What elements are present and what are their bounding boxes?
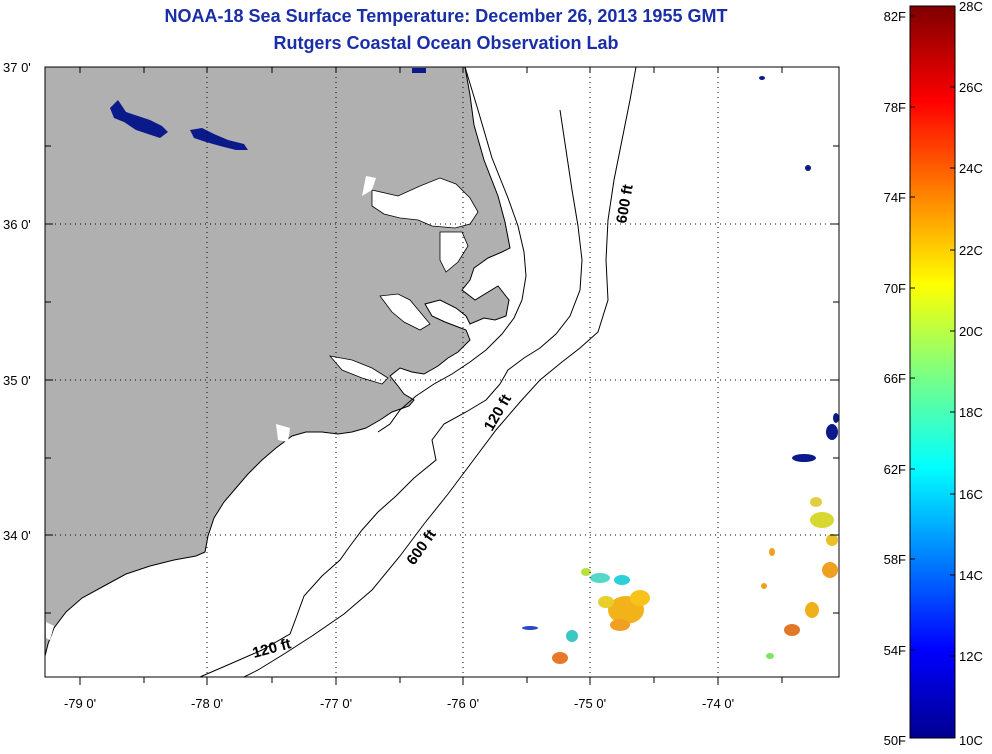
colorbar-c-label: 18C [959,405,983,420]
sst-patches [522,76,839,664]
contour-label: 600 ft [613,183,637,225]
lon-label: -76 0' [447,696,479,711]
colorbar-c-label: 10C [959,733,983,748]
lat-label: 34 0' [3,528,31,543]
colorbar-ticks [910,5,955,657]
lat-label: 35 0' [3,373,31,388]
colorbar-f-label: 50F [884,733,906,748]
colorbar-c-label: 26C [959,80,983,95]
colorbar-c-label: 20C [959,324,983,339]
outer-banks [377,67,527,433]
colorbar-f-label: 54F [884,643,906,658]
colorbar-f-label: 74F [884,190,906,205]
axis-ticks [45,67,839,685]
colorbar-c-label: 28C [959,0,983,14]
isobath-120ft-north [499,109,583,385]
lon-label: -75 0' [574,696,606,711]
pamlico-river [379,293,431,331]
isobath-600ft [243,67,637,677]
albemarle-inlet [439,231,469,273]
map-subtitle: Rutgers Coastal Ocean Observation Lab [273,33,619,53]
kerr-lake-sst [190,128,248,150]
colorbar-f-label: 78F [884,100,906,115]
colorbar-f-label: 62F [884,462,906,477]
colorbar-c-label: 22C [959,243,983,258]
colorbar-f-label: 82F [884,9,906,24]
lon-label: -78 0' [191,696,223,711]
map-frame [44,66,840,678]
sst-pixel [412,68,426,73]
colorbar-c-label: 14C [959,568,983,583]
lon-label: -74 0' [702,696,734,711]
lake-small-2 [276,424,290,442]
lon-label: -79 0' [64,696,96,711]
colorbar [909,5,956,739]
isobath-120ft [199,383,501,677]
colorbar-c-label: 16C [959,487,983,502]
lake-small-1 [362,176,376,196]
lake-small-3 [46,622,54,640]
map-title: NOAA-18 Sea Surface Temperature: Decembe… [164,6,728,26]
lat-label: 36 0' [3,217,31,232]
graticule [45,67,839,677]
lon-label: -77 0' [320,696,352,711]
colorbar-c-label: 24C [959,161,983,176]
colorbar-c-label: 12C [959,649,983,664]
colorbar-f-label: 58F [884,552,906,567]
colorbar-f-label: 70F [884,281,906,296]
neuse-river [328,355,389,385]
lat-label: 37 0' [3,60,31,75]
colorbar-f-label: 66F [884,371,906,386]
lake-gaston-sst [110,100,168,138]
